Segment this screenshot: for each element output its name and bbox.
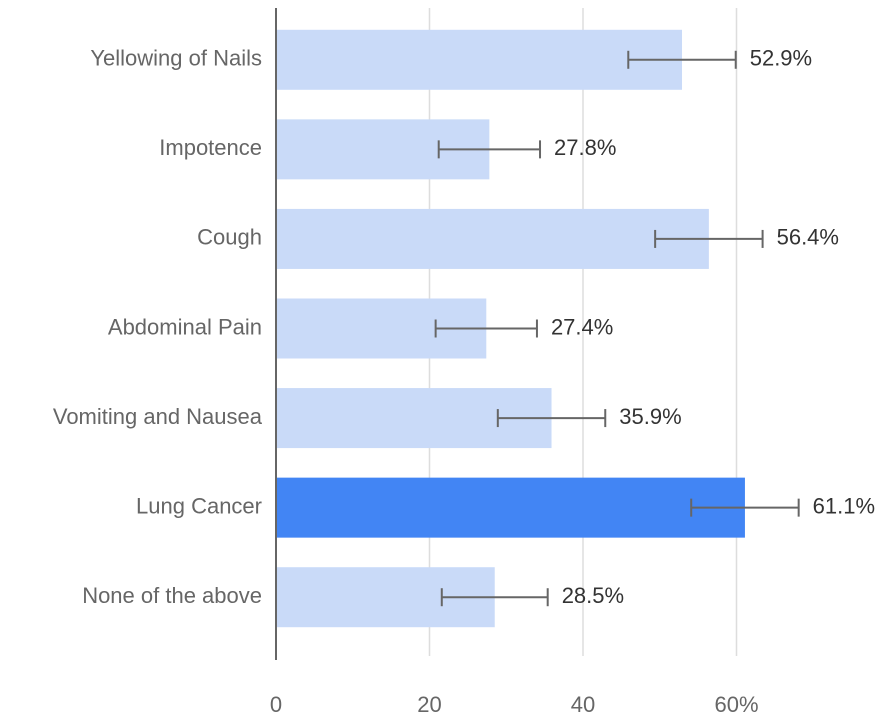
x-tick-label: 40 <box>571 692 595 717</box>
data-label: 35.9% <box>619 404 681 429</box>
x-tick-label: 0 <box>270 692 282 717</box>
bar <box>276 208 709 269</box>
bar <box>276 477 745 538</box>
data-label: 27.4% <box>551 314 613 339</box>
y-tick-label: Vomiting and Nausea <box>53 404 263 429</box>
data-label: 27.8% <box>554 135 616 160</box>
x-tick-label: 20 <box>417 692 441 717</box>
data-label: 52.9% <box>750 46 812 71</box>
x-tick-label: 60% <box>714 692 758 717</box>
data-label: 28.5% <box>562 583 624 608</box>
data-label: 61.1% <box>813 493 875 518</box>
y-tick-label: Impotence <box>159 135 262 160</box>
y-tick-label: Cough <box>197 225 262 250</box>
y-tick-label: None of the above <box>82 583 262 608</box>
y-tick-label: Abdominal Pain <box>108 314 262 339</box>
data-label: 56.4% <box>777 225 839 250</box>
y-tick-label: Yellowing of Nails <box>90 46 262 71</box>
bar <box>276 29 683 90</box>
y-tick-label: Lung Cancer <box>136 493 262 518</box>
